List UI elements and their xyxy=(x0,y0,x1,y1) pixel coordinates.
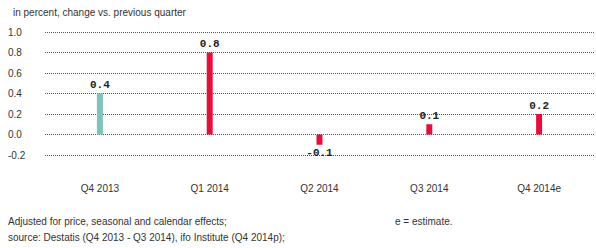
svg-text:Adjusted for price, seasonal a: Adjusted for price, seasonal and calenda… xyxy=(8,216,227,227)
svg-text:Q2 2014: Q2 2014 xyxy=(300,183,339,194)
svg-text:0.4: 0.4 xyxy=(8,88,22,99)
svg-text:-0.1: -0.1 xyxy=(306,147,333,159)
svg-text:Q3 2014: Q3 2014 xyxy=(410,183,449,194)
svg-text:-0.2: -0.2 xyxy=(8,150,26,161)
svg-text:1.0: 1.0 xyxy=(8,27,22,38)
svg-text:0.8: 0.8 xyxy=(8,47,22,58)
svg-text:Q4 2013: Q4 2013 xyxy=(81,183,120,194)
svg-text:Q4 2014e: Q4 2014e xyxy=(517,183,561,194)
svg-text:0.2: 0.2 xyxy=(529,100,549,112)
svg-text:source: Destatis (Q4 2013 - Q3: source: Destatis (Q4 2013 - Q3 2014), if… xyxy=(8,232,285,243)
svg-text:0.6: 0.6 xyxy=(8,68,22,79)
svg-text:in percent, change vs. previou: in percent, change vs. previous quarter xyxy=(13,7,187,18)
svg-text:e = estimate.: e = estimate. xyxy=(395,216,453,227)
svg-text:0.4: 0.4 xyxy=(90,79,110,91)
svg-text:0.1: 0.1 xyxy=(419,110,439,122)
svg-text:0.2: 0.2 xyxy=(8,109,22,120)
svg-text:0.0: 0.0 xyxy=(8,129,22,140)
svg-text:Q1 2014: Q1 2014 xyxy=(191,183,230,194)
svg-text:0.8: 0.8 xyxy=(200,38,220,50)
